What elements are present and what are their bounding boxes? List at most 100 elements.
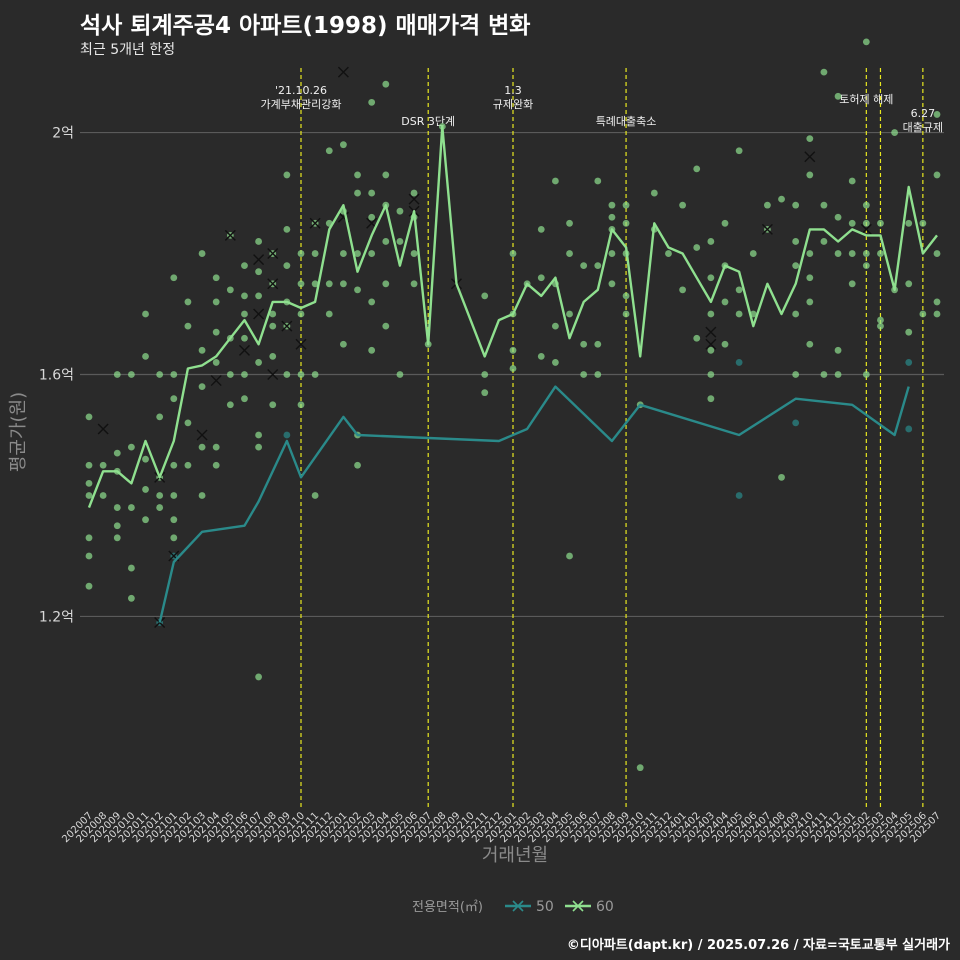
y-tick-label: 1.2억 <box>39 609 74 625</box>
data-point <box>226 286 234 294</box>
data-point <box>862 371 870 378</box>
data-point <box>834 371 842 378</box>
data-point <box>212 461 220 469</box>
data-point <box>608 280 616 288</box>
data-point <box>212 328 220 336</box>
data-point <box>735 286 743 294</box>
cross-marker <box>408 193 420 205</box>
data-point <box>749 250 757 257</box>
cross-marker <box>337 66 349 78</box>
data-point <box>481 371 489 378</box>
data-point <box>707 371 715 378</box>
data-point <box>933 298 941 306</box>
data-point <box>862 250 870 257</box>
legend-swatch-cross <box>572 900 584 912</box>
data-point <box>806 298 814 306</box>
data-point <box>566 310 573 318</box>
data-point <box>891 129 898 136</box>
data-point <box>297 310 305 318</box>
data-point <box>919 310 927 318</box>
data-point <box>255 443 262 451</box>
cross-marker <box>705 338 717 350</box>
data-point <box>580 371 588 378</box>
data-point <box>340 141 347 149</box>
series-lines <box>87 125 938 623</box>
data-point <box>212 359 220 366</box>
data-point <box>198 492 206 499</box>
data-point <box>792 371 800 378</box>
data-point <box>170 395 178 403</box>
data-point <box>283 371 291 378</box>
data-point <box>580 340 588 348</box>
data-point <box>212 443 220 451</box>
chart-title: 석사 퇴계주공4 아파트(1998) 매매가격 변화 <box>80 13 531 39</box>
data-point <box>622 292 630 300</box>
data-point <box>636 764 644 772</box>
data-point <box>212 298 220 306</box>
data-point <box>241 292 248 300</box>
data-point <box>792 310 800 318</box>
cross-marker <box>253 308 265 320</box>
data-point <box>933 250 941 257</box>
y-tick-label: 2억 <box>52 126 74 142</box>
data-point <box>113 534 121 542</box>
data-point <box>184 322 192 330</box>
data-point <box>481 389 489 397</box>
policy-annotation: 특례대출축소 <box>596 115 657 128</box>
data-point <box>594 371 602 378</box>
data-point <box>848 219 856 227</box>
data-point <box>721 340 729 348</box>
data-point <box>848 177 856 185</box>
source-credit: ©디아파트(dapt.kr) / 2025.07.26 / 자료=국토교통부 실… <box>566 938 950 953</box>
data-point <box>127 504 135 511</box>
data-point <box>834 346 842 354</box>
data-point <box>85 492 93 499</box>
data-point <box>170 516 178 524</box>
data-point <box>608 201 616 209</box>
cross-marker <box>154 617 166 628</box>
data-point <box>297 280 305 288</box>
cross-markers <box>97 66 872 628</box>
cross-marker <box>238 344 250 356</box>
data-point <box>382 80 390 88</box>
data-point <box>764 201 771 209</box>
data-point <box>396 238 404 245</box>
data-point <box>212 274 220 282</box>
data-point <box>198 443 206 451</box>
data-point <box>877 250 884 257</box>
data-point <box>820 371 828 378</box>
data-point <box>820 201 828 209</box>
data-point <box>792 262 800 270</box>
policy-annotation: 6.27 <box>911 107 936 120</box>
data-point <box>707 310 715 318</box>
data-point <box>184 461 192 469</box>
data-point <box>255 673 262 681</box>
data-point <box>608 250 616 257</box>
data-point <box>721 298 729 306</box>
data-point <box>142 352 149 360</box>
data-point <box>693 334 701 342</box>
data-point <box>85 534 93 542</box>
data-point <box>820 68 828 76</box>
data-point <box>142 455 149 463</box>
policy-annotation: 토허제 해제 <box>839 92 893 106</box>
data-point <box>255 359 262 366</box>
legend-title: 전용면적(㎡) <box>412 900 483 915</box>
data-point <box>650 189 658 197</box>
data-point <box>580 262 588 270</box>
data-point <box>594 262 602 270</box>
data-point <box>622 310 630 318</box>
data-point <box>382 171 390 179</box>
data-point <box>354 286 361 294</box>
data-point <box>834 250 842 257</box>
data-point <box>113 522 121 530</box>
data-point <box>778 195 785 203</box>
data-point <box>113 449 121 457</box>
policy-annotation: 가계부채관리강화 <box>261 98 342 111</box>
x-axis-title: 거래년월 <box>482 845 548 866</box>
data-point <box>905 280 913 288</box>
data-point <box>368 346 376 354</box>
data-point <box>537 225 545 233</box>
data-point <box>905 328 913 336</box>
data-point <box>566 219 573 227</box>
